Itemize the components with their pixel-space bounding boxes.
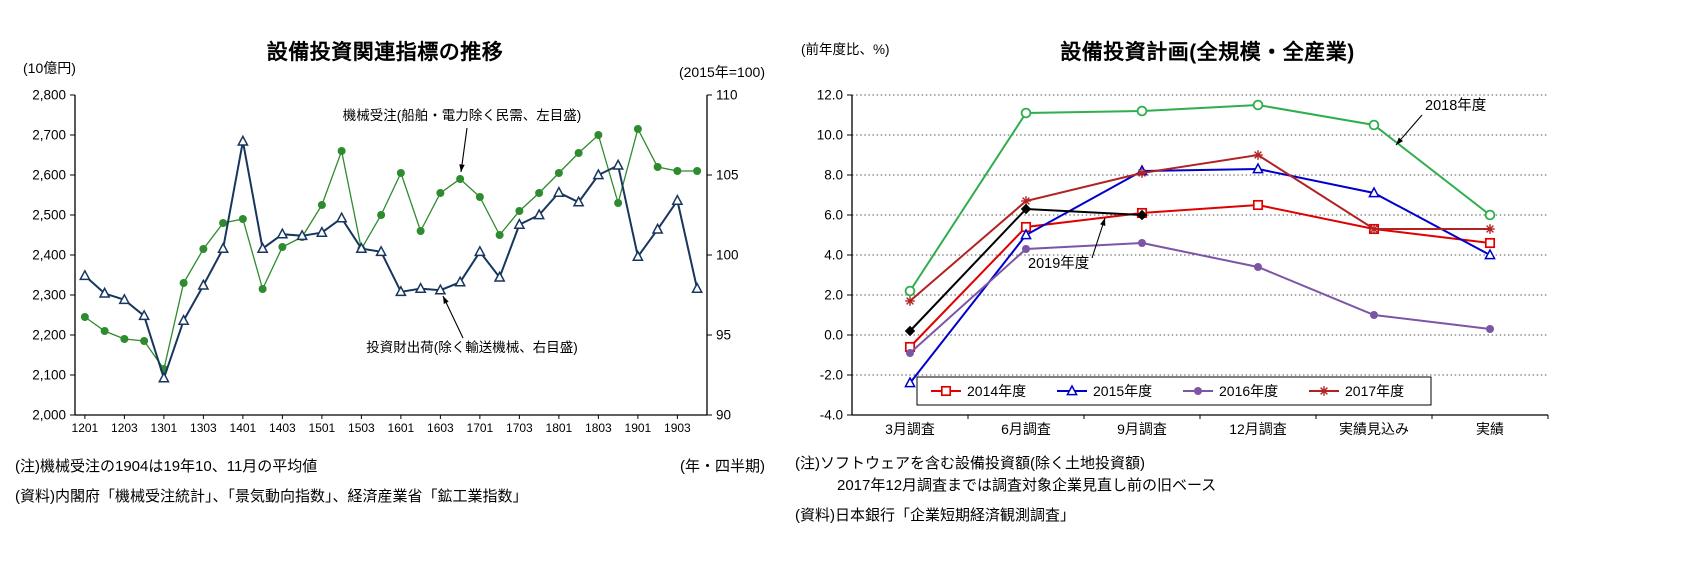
svg-text:-2.0: -2.0 [820,368,843,383]
svg-text:投資財出荷(除く輸送機械、右目盛): 投資財出荷(除く輸送機械、右目盛) [366,340,578,355]
svg-text:1401: 1401 [230,421,257,435]
svg-text:2,800: 2,800 [32,88,66,103]
svg-text:105: 105 [716,168,739,183]
svg-text:1403: 1403 [269,421,296,435]
svg-text:2,200: 2,200 [32,328,66,343]
svg-text:2014年度: 2014年度 [967,383,1026,399]
svg-text:95: 95 [716,328,731,343]
svg-text:110: 110 [716,88,738,103]
svg-text:1901: 1901 [625,421,652,435]
svg-text:3月調査: 3月調査 [885,421,935,437]
svg-text:6.0: 6.0 [824,208,843,223]
svg-text:4.0: 4.0 [824,248,843,263]
left-yaxis-unit-label: (10億円) [23,60,76,76]
svg-text:2018年度: 2018年度 [1425,97,1486,114]
left-note-row: (注)機械受注の1904は19年10、11月の平均値 (年・四半期) [15,455,765,476]
svg-text:2,600: 2,600 [32,168,66,183]
machinery-orders-shipments-chart: 2,000 2,100 2,200 2,300 2,400 2,500 2,600 2,700… [32,88,739,436]
svg-text:1503: 1503 [348,421,375,435]
svg-text:2.0: 2.0 [824,288,843,303]
svg-text:6月調査: 6月調査 [1001,421,1051,437]
svg-text:12月調査: 12月調査 [1229,421,1287,437]
left-chart-title: 設備投資関連指標の推移 [266,41,504,64]
svg-text:1201: 1201 [72,421,99,435]
right-yaxis-unit-label: (2015年=100) [678,64,765,80]
svg-text:機械受注(船舶・電力除く民需、左目盛): 機械受注(船舶・電力除く民需、左目盛) [343,108,582,123]
svg-text:実績: 実績 [1476,421,1504,437]
svg-text:2,000: 2,000 [32,408,66,423]
svg-text:2,300: 2,300 [32,288,66,303]
svg-text:2015年度: 2015年度 [1093,383,1152,399]
capex-plan-panel: (前年度比、%) 設備投資計画(全規模・全産業) -4.0 -2.0 0.0 2.0 4… [795,22,1685,567]
svg-text:1601: 1601 [388,421,415,435]
svg-text:1803: 1803 [585,421,612,435]
svg-text:実績見込み: 実績見込み [1339,421,1409,437]
svg-text:100: 100 [716,248,739,263]
svg-text:8.0: 8.0 [824,168,843,183]
svg-text:2017年度: 2017年度 [1345,383,1404,399]
svg-text:0.0: 0.0 [824,328,843,343]
svg-text:12.0: 12.0 [817,88,843,103]
svg-text:2,100: 2,100 [32,368,66,383]
svg-text:2,400: 2,400 [32,248,66,263]
left-chart-source: (資料)内閣府「機械受注統計」、「景気動向指数」、経済産業省「鉱工業指数」 [15,488,528,505]
svg-text:2,700: 2,700 [32,128,66,143]
svg-text:1703: 1703 [506,421,533,435]
svg-text:2016年度: 2016年度 [1219,383,1278,399]
svg-text:10.0: 10.0 [817,128,843,143]
svg-text:1603: 1603 [427,421,454,435]
svg-text:9月調査: 9月調査 [1117,421,1167,437]
svg-text:1501: 1501 [309,421,336,435]
left-xaxis-caption: (年・四半期) [680,458,765,475]
tankan-capex-plan-chart: -4.0 -2.0 0.0 2.0 4.0 6.0 8.0 10.0 12.0 3月調査 6月調査 9… [817,88,1549,437]
left-chart-note: (注)機械受注の1904は19年10、11月の平均値 [15,458,318,475]
svg-text:2019年度: 2019年度 [1028,255,1089,272]
right-chart-source: (資料)日本銀行「企業短期経済観測調査」 [795,507,1075,524]
svg-text:1301: 1301 [151,421,178,435]
right-chart-title: 設備投資計画(全規模・全産業) [1060,41,1355,64]
svg-text:90: 90 [716,408,731,423]
svg-text:-4.0: -4.0 [820,408,843,423]
capex-indicators-panel: (10億円) 設備投資関連指標の推移 (2015年=100) 2,000 2,10… [15,30,765,560]
svg-text:1903: 1903 [664,421,691,435]
svg-text:2,500: 2,500 [32,208,66,223]
svg-text:1801: 1801 [546,421,573,435]
svg-text:1203: 1203 [111,421,138,435]
svg-text:1303: 1303 [190,421,217,435]
right-chart-yaxis-unit-label: (前年度比、%) [801,42,890,57]
svg-text:1701: 1701 [467,421,494,435]
right-chart-note-line2: 2017年12月調査までは調査対象企業見直し前の旧ベース [837,477,1217,494]
right-chart-note-line1: (注)ソフトウェアを含む設備投資額(除く土地投資額) [795,455,1145,472]
